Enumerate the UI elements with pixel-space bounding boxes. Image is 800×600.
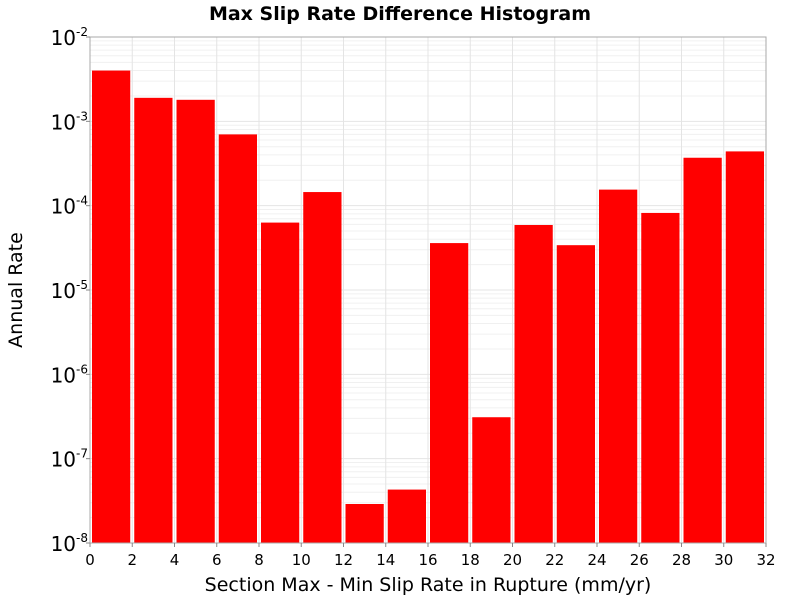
y-tick-label: 10-2 bbox=[51, 25, 88, 50]
x-tick-label: 14 bbox=[376, 551, 395, 569]
y-axis-ticks: 10-8 10-7 10-6 10-5 10-4 10-3 10-2 bbox=[51, 25, 90, 556]
x-tick-label: 4 bbox=[170, 551, 180, 569]
histogram-bar bbox=[218, 134, 257, 543]
x-tick-label: 20 bbox=[503, 551, 522, 569]
x-tick-label: 32 bbox=[756, 551, 775, 569]
x-tick-label: 16 bbox=[418, 551, 437, 569]
histogram-bar bbox=[514, 224, 553, 543]
histogram-bar bbox=[430, 243, 469, 544]
x-tick-label: 12 bbox=[334, 551, 353, 569]
bars bbox=[92, 70, 764, 544]
x-tick-label: 2 bbox=[127, 551, 137, 569]
histogram-bar bbox=[92, 70, 131, 544]
x-tick-label: 30 bbox=[714, 551, 733, 569]
y-axis-label: Annual Rate bbox=[5, 232, 27, 348]
x-tick-label: 8 bbox=[254, 551, 264, 569]
histogram-bar bbox=[556, 245, 595, 544]
histogram-bar bbox=[725, 151, 764, 543]
histogram-bar bbox=[261, 222, 300, 544]
y-tick-label: 10-4 bbox=[51, 194, 88, 219]
y-tick-label: 10-3 bbox=[51, 109, 88, 134]
histogram-bar bbox=[134, 97, 173, 544]
histogram-bar bbox=[345, 504, 384, 543]
x-tick-label: 26 bbox=[630, 551, 649, 569]
histogram-bar bbox=[387, 489, 426, 543]
y-tick-label: 10-6 bbox=[51, 362, 88, 387]
chart-title: Max Slip Rate Difference Histogram bbox=[209, 3, 591, 25]
x-tick-label: 10 bbox=[292, 551, 311, 569]
y-tick-label: 10-8 bbox=[51, 531, 88, 556]
histogram-bar bbox=[683, 157, 722, 543]
histogram-bar bbox=[472, 417, 511, 543]
y-tick-label: 10-7 bbox=[51, 447, 88, 472]
y-tick-label: 10-5 bbox=[51, 278, 88, 303]
x-tick-label: 6 bbox=[212, 551, 222, 569]
x-tick-label: 28 bbox=[672, 551, 691, 569]
histogram-bar bbox=[303, 192, 342, 543]
x-tick-label: 18 bbox=[461, 551, 480, 569]
histogram-bar bbox=[599, 189, 638, 543]
x-axis-label: Section Max - Min Slip Rate in Rupture (… bbox=[205, 574, 652, 596]
x-tick-label: 0 bbox=[85, 551, 95, 569]
x-axis-ticks: 0 2 4 6 8 10 12 14 16 18 20 22 24 26 28 30 32 bbox=[85, 543, 776, 569]
histogram-bar bbox=[176, 99, 215, 543]
x-tick-label: 24 bbox=[587, 551, 606, 569]
histogram-bar bbox=[641, 212, 680, 543]
x-tick-label: 22 bbox=[545, 551, 564, 569]
